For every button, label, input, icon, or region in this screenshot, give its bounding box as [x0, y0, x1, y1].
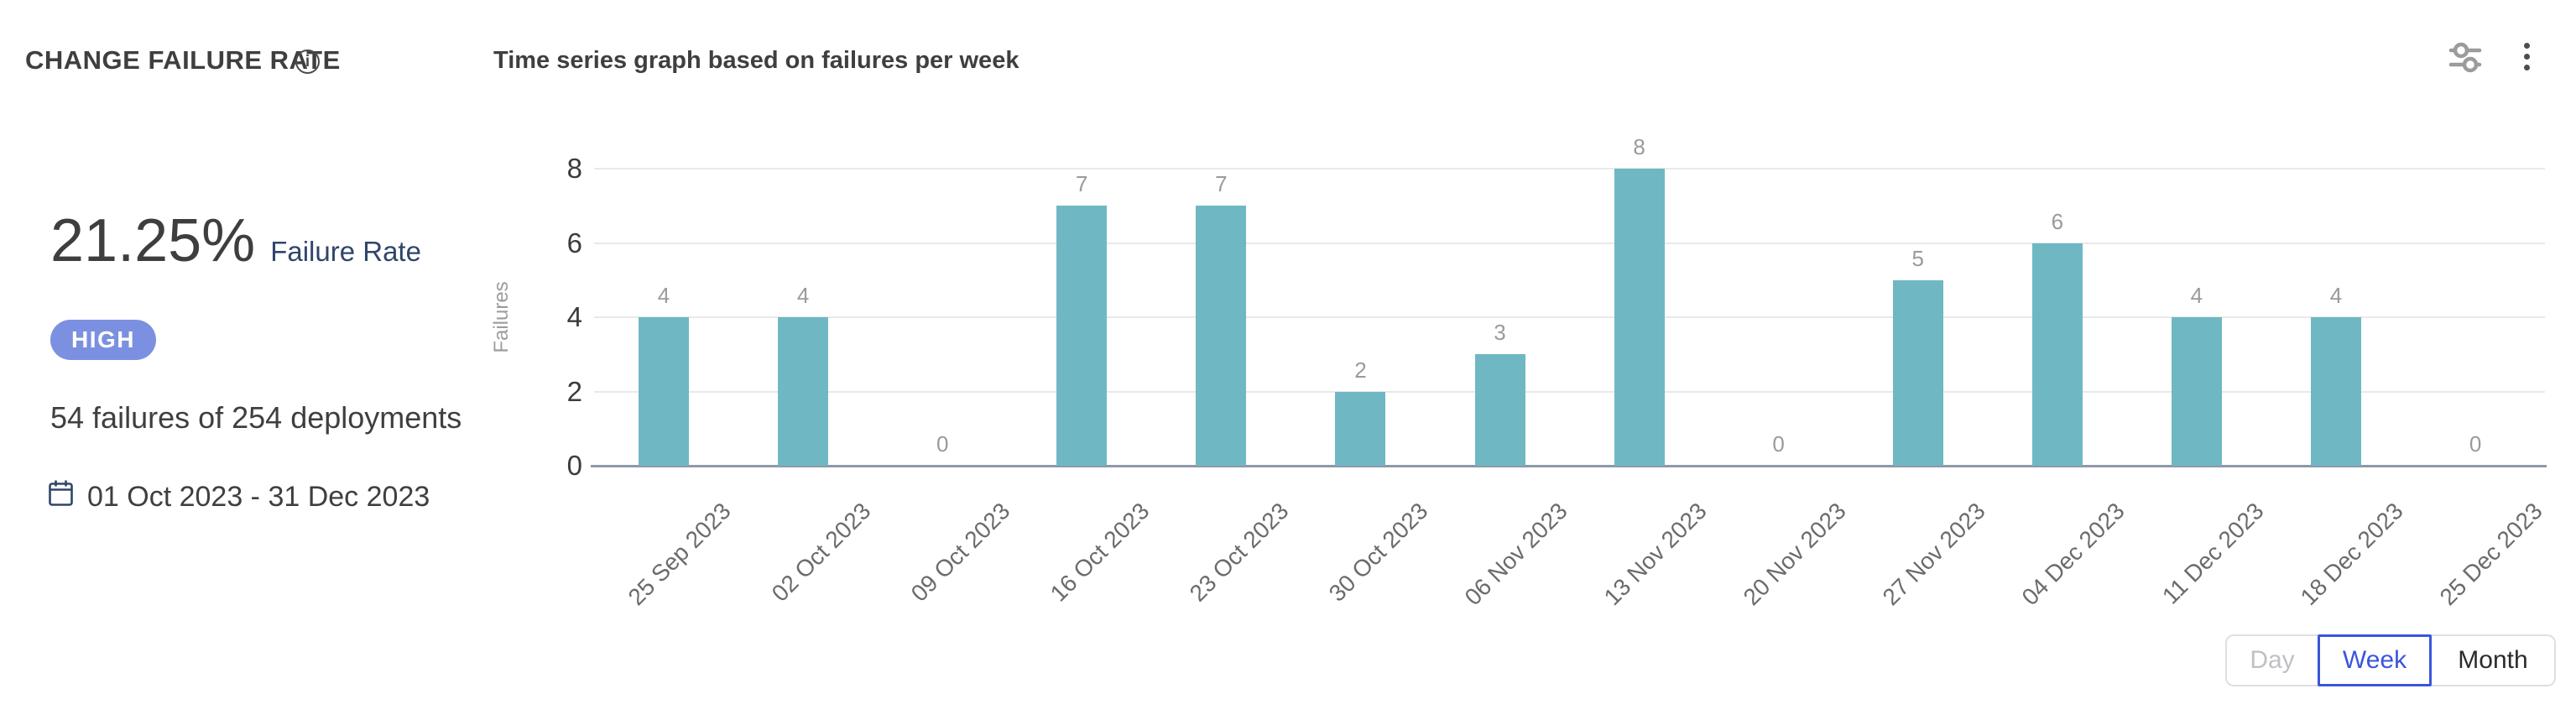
bar-value-label: 6	[2051, 208, 2064, 234]
x-axis-tick-label: 11 Dec 2023	[2157, 498, 2269, 609]
y-axis-tick-label: 6	[566, 227, 582, 258]
failure-bar[interactable]	[778, 317, 829, 466]
bar-slots: 4 25 Sep 2023 4 02 Oct 2023 0 09 Oct 2023 7 16 …	[594, 134, 2547, 611]
bar-value-label: 7	[1076, 171, 1088, 197]
failure-bar[interactable]	[1056, 206, 1108, 466]
x-axis-tick-label: 27 Nov 2023	[1877, 498, 1990, 611]
kebab-menu-icon[interactable]	[2519, 43, 2534, 70]
info-icon[interactable]: i	[295, 50, 320, 74]
filter-sliders-icon[interactable]	[2448, 38, 2482, 81]
granularity-toggle: Day Week Month	[2225, 634, 2556, 686]
bar-slot: 4 25 Sep 2023	[594, 169, 736, 610]
bar-value-label: 3	[1494, 320, 1506, 346]
gridline	[594, 242, 2545, 244]
bar-slot: 4 11 Dec 2023	[2127, 169, 2269, 609]
bar-value-label: 0	[2469, 431, 2482, 457]
failure-bar[interactable]	[1335, 391, 1386, 466]
gridline	[594, 168, 2545, 170]
bar-slot: 5 27 Nov 2023	[1849, 169, 1989, 610]
day-toggle-button[interactable]: Day	[2225, 634, 2318, 686]
x-axis-tick-label: 18 Dec 2023	[2295, 498, 2408, 611]
failure-bar[interactable]	[1196, 206, 1247, 466]
x-axis-tick-label: 20 Nov 2023	[1738, 498, 1851, 611]
bar-slot: 2 30 Oct 2023	[1291, 169, 1433, 607]
y-axis-tick-label: 8	[566, 153, 582, 184]
bar-value-label: 2	[1354, 357, 1367, 383]
bar-value-label: 0	[1772, 431, 1785, 457]
bar-slot: 4 18 Dec 2023	[2266, 169, 2408, 610]
bar-slot: 8 13 Nov 2023	[1570, 134, 1711, 610]
gridline	[594, 316, 2545, 318]
x-axis-tick-label: 04 Dec 2023	[2016, 498, 2130, 611]
failure-rate-stat: 21.25% Failure Rate	[50, 210, 421, 272]
bar-slot: 0 20 Nov 2023	[1709, 169, 1850, 610]
bar-slot: 7 16 Oct 2023	[1012, 169, 1154, 607]
month-toggle-button[interactable]: Month	[2432, 634, 2556, 686]
x-axis-tick-label: 25 Dec 2023	[2434, 498, 2547, 611]
bar-slot: 3 06 Nov 2023	[1430, 169, 1572, 610]
date-range: 01 Oct 2023 - 31 Dec 2023	[48, 479, 430, 515]
failure-bar[interactable]	[1892, 279, 1943, 466]
bar-slot: 7 23 Oct 2023	[1151, 169, 1293, 607]
failure-bar[interactable]	[1474, 354, 1525, 466]
y-axis-tick-label: 0	[566, 450, 582, 481]
bar-value-label: 4	[2190, 283, 2203, 308]
x-axis-tick-label: 25 Sep 2023	[623, 498, 736, 611]
bar-value-label: 4	[657, 283, 670, 308]
date-range-text: 01 Oct 2023 - 31 Dec 2023	[87, 481, 430, 513]
widget-title: CHANGE FAILURE RATE	[25, 45, 341, 75]
failure-rate-label: Failure Rate	[270, 236, 421, 267]
calendar-icon	[48, 479, 74, 515]
bar-value-label: 4	[2329, 283, 2343, 308]
bar-value-label: 7	[1215, 171, 1228, 197]
bar-slot: 0 25 Dec 2023	[2406, 169, 2547, 610]
bar-value-label: 5	[1911, 245, 1924, 271]
chart-subtitle: Time series graph based on failures per …	[493, 47, 1019, 74]
failure-bar[interactable]	[639, 317, 690, 466]
failure-bar[interactable]	[2171, 317, 2222, 466]
x-axis-tick-label: 13 Nov 2023	[1598, 498, 1712, 611]
x-axis-tick-label: 02 Oct 2023	[766, 498, 876, 607]
y-axis-title: Failures	[490, 281, 513, 353]
y-axis-tick-label: 4	[566, 301, 582, 332]
bar-slot: 6 04 Dec 2023	[1988, 169, 2130, 611]
bar-slot: 4 02 Oct 2023	[733, 169, 875, 607]
failure-bar[interactable]	[1614, 169, 1665, 466]
x-axis-tick-label: 23 Oct 2023	[1184, 498, 1294, 607]
bar-slot: 0 09 Oct 2023	[873, 169, 1014, 607]
bar-value-label: 8	[1633, 134, 1645, 159]
bar-value-label: 4	[796, 283, 810, 308]
x-axis-line	[591, 465, 2547, 467]
gridline	[594, 390, 2545, 393]
x-axis-tick-label: 06 Nov 2023	[1459, 498, 1572, 611]
severity-badge: HIGH	[50, 320, 156, 360]
failure-rate-value: 21.25%	[50, 207, 256, 274]
x-axis-tick-label: 30 Oct 2023	[1323, 498, 1433, 607]
bar-value-label: 0	[936, 431, 949, 457]
failures-bar-chart: 0 2 4 6 8 4 25 Sep 2023 4 02 Oct 2023 0 09 Oct 202…	[567, 134, 2547, 611]
failure-bar[interactable]	[2310, 317, 2361, 466]
week-toggle-button[interactable]: Week	[2318, 634, 2432, 686]
x-axis-tick-label: 16 Oct 2023	[1045, 498, 1155, 607]
failures-summary: 54 failures of 254 deployments	[50, 400, 462, 435]
failure-bar[interactable]	[2031, 243, 2083, 466]
x-axis-tick-label: 09 Oct 2023	[905, 498, 1015, 607]
y-axis-tick-label: 2	[566, 375, 582, 407]
